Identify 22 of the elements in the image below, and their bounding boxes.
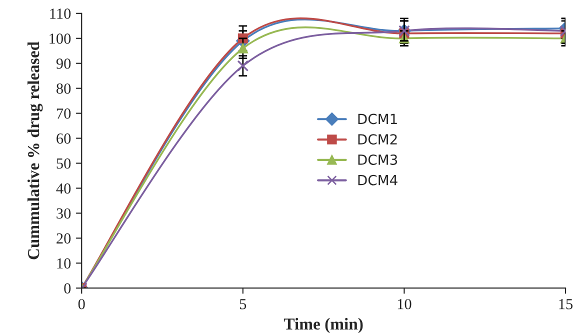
legend-label: DCM1 — [358, 114, 397, 124]
y-tick-label: 60 — [56, 133, 71, 144]
legend-label: DCM3 — [358, 154, 398, 165]
y-tick-label: 100 — [50, 34, 71, 44]
y-tick-label: 10 — [57, 258, 71, 269]
y-tick-label: 70 — [56, 108, 71, 119]
x-tick-label: 5 — [240, 299, 246, 310]
y-tick-label: 20 — [56, 233, 71, 244]
x-tick-label: 15 — [559, 299, 573, 310]
y-tick-label: 30 — [56, 208, 71, 219]
x-tick-label: 10 — [398, 298, 412, 310]
x-tick-label: 0 — [78, 298, 85, 310]
y-tick-label: 110 — [50, 8, 71, 19]
y-tick-label: 90 — [56, 58, 71, 69]
legend-label: DCM2 — [358, 134, 397, 145]
y-axis-title: Cummulative % drug released — [27, 42, 43, 260]
legend-label: DCM4 — [358, 174, 398, 186]
y-tick-label: 0 — [64, 283, 71, 294]
y-tick-label: 40 — [56, 183, 71, 194]
y-tick-label: 50 — [56, 158, 71, 169]
x-axis-title: Time (min) — [284, 318, 363, 334]
y-tick-label: 80 — [56, 83, 71, 94]
